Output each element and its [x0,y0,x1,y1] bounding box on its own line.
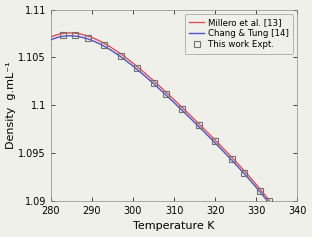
This work Expt. [61,34,65,37]
This work Expt. [258,190,262,193]
Millero et al. [13] [130,61,134,64]
Chang & Tung [14] [68,34,72,37]
Line: This work Expt.: This work Expt. [60,32,272,205]
Chang & Tung [14] [147,78,151,81]
Chang & Tung [14] [79,36,83,38]
Millero et al. [13] [79,33,83,36]
Line: Millero et al. [13]: Millero et al. [13] [51,33,297,237]
Millero et al. [13] [147,75,151,78]
Chang & Tung [14] [205,133,208,136]
Chang & Tung [14] [130,64,134,67]
This work Expt. [180,108,184,110]
Chang & Tung [14] [227,156,231,159]
This work Expt. [213,140,217,143]
Chang & Tung [14] [49,38,53,41]
This work Expt. [242,171,246,174]
This work Expt. [119,54,123,57]
Millero et al. [13] [229,155,232,157]
Millero et al. [13] [68,32,72,34]
This work Expt. [102,44,106,46]
This work Expt. [164,93,168,96]
Line: Chang & Tung [14]: Chang & Tung [14] [51,36,297,237]
Millero et al. [13] [49,36,53,38]
This work Expt. [135,67,139,70]
Millero et al. [13] [227,153,231,156]
Legend: Millero et al. [13], Chang & Tung [14], This work Expt.: Millero et al. [13], Chang & Tung [14], … [184,14,293,54]
Y-axis label: Density  g.mL⁻¹: Density g.mL⁻¹ [6,61,16,149]
This work Expt. [267,200,271,202]
This work Expt. [74,33,77,36]
This work Expt. [230,158,233,161]
Chang & Tung [14] [229,158,232,160]
Millero et al. [13] [205,130,208,133]
X-axis label: Temperature K: Temperature K [133,221,215,232]
This work Expt. [197,124,201,127]
This work Expt. [152,82,155,85]
This work Expt. [86,37,90,40]
